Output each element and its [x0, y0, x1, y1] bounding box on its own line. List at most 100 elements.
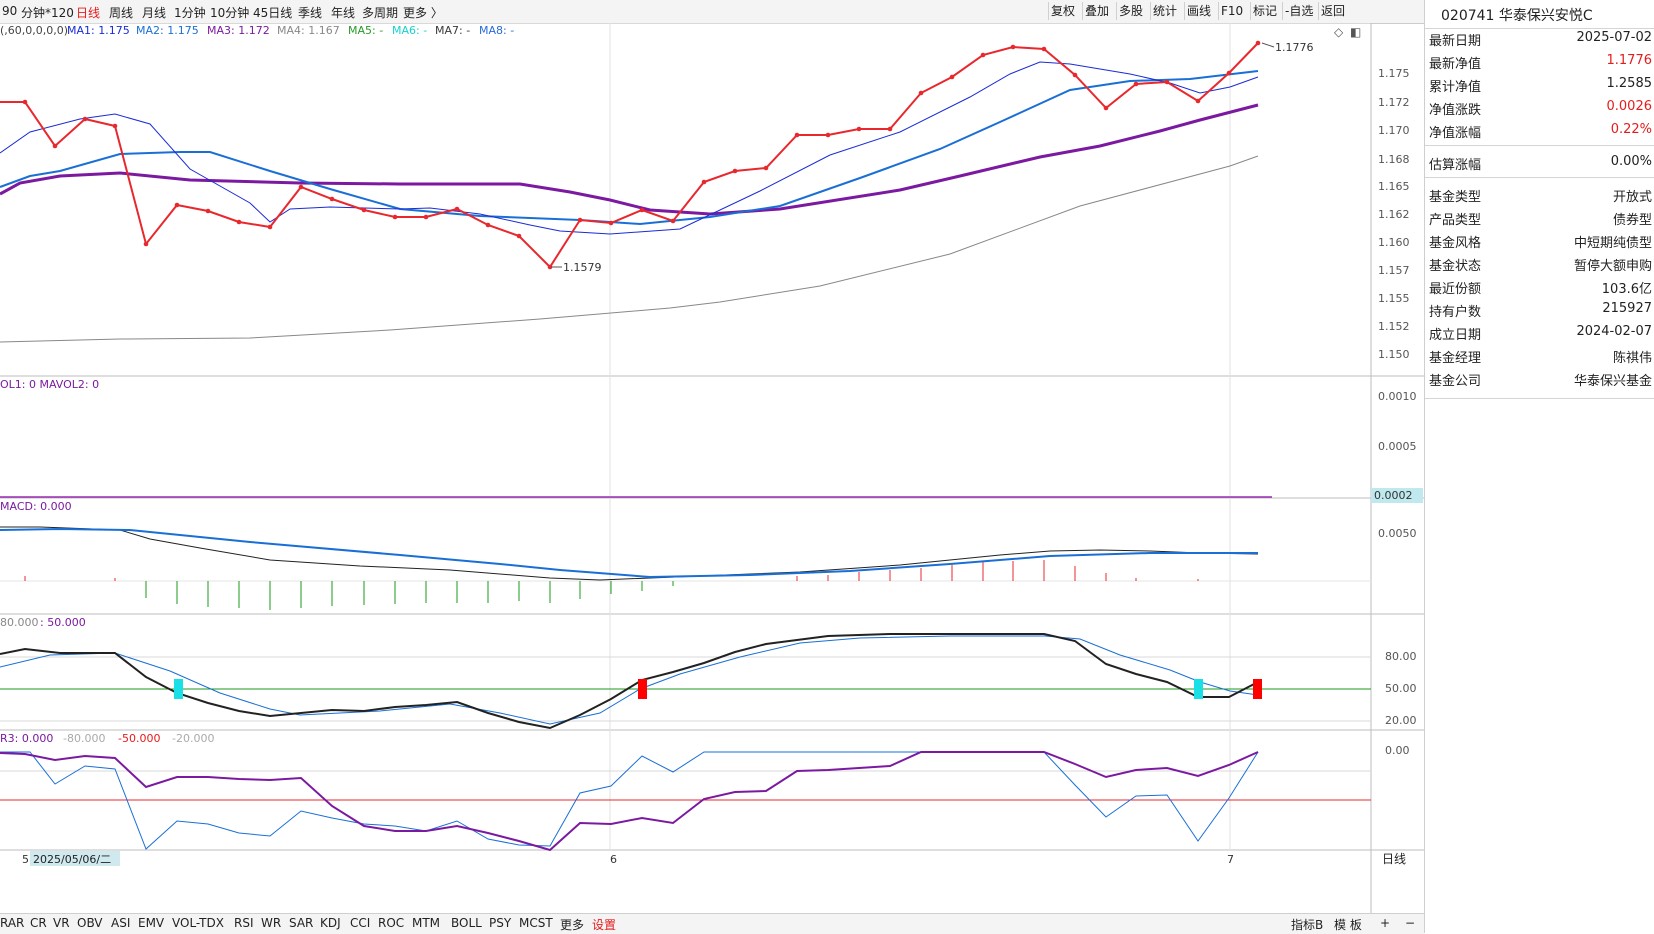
f10-button[interactable]: F10 — [1218, 2, 1245, 20]
vol-y-tick: 0.0005 — [1378, 440, 1417, 453]
period-yearly[interactable]: 年线 — [331, 6, 356, 20]
diamond-icon[interactable]: ◇ — [1334, 25, 1344, 39]
template-button[interactable]: 模 板 — [1334, 918, 1362, 932]
info-value: 103.6亿 — [1601, 282, 1652, 297]
legend-ma1: MA1: 1.175 — [67, 24, 130, 37]
tab-mcst[interactable]: MCST — [519, 916, 553, 930]
price-axis: 1.175 1.172 1.170 1.168 1.165 1.162 1.16… — [1378, 67, 1410, 361]
tab-asi[interactable]: ASI — [111, 916, 131, 930]
volume-panel: OL1: 0 MAVOL2: 0 0.0010 0.0005 0.0002 — [0, 378, 1423, 503]
period-45day[interactable]: 45日线 — [253, 6, 293, 20]
tab-mtm[interactable]: MTM — [412, 916, 441, 930]
ma4-line — [0, 155, 1259, 343]
tab-vr[interactable]: VR — [53, 916, 70, 930]
tab-cci[interactable]: CCI — [350, 916, 371, 930]
macd-y-tick: 0.0050 — [1378, 527, 1417, 540]
info-row-nav-change: 净值涨跌 0.0026 — [1425, 96, 1654, 118]
annotation-low: 1.1579 — [563, 261, 602, 274]
zoom-out-button[interactable]: − — [1405, 916, 1416, 930]
y-tick: 1.162 — [1378, 208, 1410, 221]
info-key: 累计净值 — [1429, 80, 1482, 95]
date-cursor-label: 2025/05/06/二 — [33, 853, 111, 866]
overlay-button[interactable]: 叠加 — [1082, 2, 1111, 20]
mark-button[interactable]: 标记 — [1250, 2, 1279, 20]
tab-boll[interactable]: BOLL — [451, 916, 482, 930]
period-monthly[interactable]: 月线 — [142, 6, 167, 20]
main-params: (,60,0,0,0,0) — [0, 24, 68, 37]
info-value: 1.2585 — [1606, 76, 1653, 91]
volume-legend: OL1: 0 MAVOL2: 0 — [0, 378, 99, 391]
macd-panel: MACD: 0.000 0.0050 — [0, 500, 1417, 610]
period-10min[interactable]: 10分钟 — [210, 6, 250, 20]
info-row-fund-style: 基金风格 中短期纯债型 — [1425, 229, 1654, 251]
info-key: 基金公司 — [1429, 374, 1482, 389]
tab-cr[interactable]: CR — [30, 916, 47, 930]
back-button[interactable]: 返回 — [1318, 2, 1347, 20]
info-row-latest-nav: 最新净值 1.1776 — [1425, 50, 1654, 72]
tab-settings[interactable]: 设置 — [592, 918, 617, 932]
period-label: 日线 — [1382, 852, 1406, 866]
info-row-holders: 持有户数 215927 — [1425, 298, 1654, 320]
info-value: 0.00% — [1610, 154, 1652, 169]
tab-more[interactable]: 更多 — [560, 918, 585, 932]
tab-psy[interactable]: PSY — [489, 916, 512, 930]
kdj-y-tick: 50.00 — [1385, 682, 1417, 695]
period-weekly[interactable]: 周线 — [109, 6, 134, 20]
legend-ma6: MA6: - — [392, 24, 427, 37]
period-90[interactable]: 90 — [2, 4, 18, 18]
wr-legend-a: R3: 0.000 — [0, 732, 53, 745]
draw-line-button[interactable]: 画线 — [1184, 2, 1213, 20]
period-1min[interactable]: 1分钟 — [174, 6, 206, 20]
chart-area: (,60,0,0,0,0) MA1: 1.175 MA2: 1.175 MA3:… — [0, 23, 1424, 913]
kdj-d-line — [0, 635, 1259, 725]
panel-toggle-icon[interactable]: ◧ — [1350, 25, 1361, 39]
kdj-y-tick: 20.00 — [1385, 714, 1417, 727]
indicator-tabs: RAR CR VR OBV ASI EMV VOL-TDX RSI WR SAR… — [0, 913, 1424, 934]
legend-ma5: MA5: - — [348, 24, 383, 37]
tab-rsi[interactable]: RSI — [234, 916, 254, 930]
info-value: 2024-02-07 — [1576, 324, 1652, 339]
info-row-latest-date: 最新日期 2025-07-02 — [1425, 27, 1654, 49]
period-more[interactable]: 更多 〉 — [403, 6, 443, 20]
divider — [1425, 28, 1654, 29]
kdj-cross-marker-cyan — [174, 679, 183, 699]
period-minute-120[interactable]: 分钟*120 — [21, 6, 74, 20]
y-tick: 1.175 — [1378, 67, 1410, 80]
info-key: 净值涨跌 — [1429, 103, 1482, 118]
fund-title: 020741 华泰保兴安悦C — [1441, 8, 1593, 24]
info-value: 华泰保兴基金 — [1573, 374, 1652, 389]
multi-stock-button[interactable]: 多股 — [1116, 2, 1145, 20]
statistics-button[interactable]: 统计 — [1150, 2, 1179, 20]
period-quarterly[interactable]: 季线 — [298, 6, 323, 20]
y-tick: 1.165 — [1378, 180, 1410, 193]
tab-kdj[interactable]: KDJ — [320, 916, 341, 930]
tab-roc[interactable]: ROC — [378, 916, 405, 930]
kdj-y-tick: 80.00 — [1385, 650, 1417, 663]
restore-rights-button[interactable]: 复权 — [1048, 2, 1077, 20]
info-value: 0.22% — [1610, 122, 1652, 137]
kdj-legend-b: : 50.000 — [40, 616, 86, 629]
kdj-cross-marker-red — [1253, 679, 1262, 699]
period-multi[interactable]: 多周期 — [362, 6, 399, 20]
tab-emv[interactable]: EMV — [138, 916, 165, 930]
panel-separators — [0, 23, 1424, 913]
wr-slow-line — [0, 751, 1259, 852]
info-key: 持有户数 — [1429, 305, 1482, 320]
tab-rar[interactable]: RAR — [0, 916, 25, 930]
zoom-in-button[interactable]: + — [1380, 916, 1391, 930]
tab-vol-tdx[interactable]: VOL-TDX — [172, 916, 224, 930]
info-key: 成立日期 — [1429, 328, 1482, 343]
info-key: 估算涨幅 — [1429, 158, 1482, 173]
info-row-fund-type: 基金类型 开放式 — [1425, 183, 1654, 205]
info-value: 2025-07-02 — [1576, 30, 1652, 45]
macd-legend: MACD: 0.000 — [0, 500, 72, 513]
indicator-b-button[interactable]: 指标B — [1291, 918, 1324, 932]
tab-wr[interactable]: WR — [261, 916, 282, 930]
watchlist-button[interactable]: -自选 — [1282, 2, 1315, 20]
info-key: 产品类型 — [1429, 213, 1482, 228]
period-daily[interactable]: 日线 — [76, 6, 101, 20]
price-panel: (,60,0,0,0,0) MA1: 1.175 MA2: 1.175 MA3:… — [0, 24, 1410, 361]
tab-obv[interactable]: OBV — [77, 916, 103, 930]
tab-sar[interactable]: SAR — [289, 916, 314, 930]
wr-legend-c: -50.000 — [118, 732, 160, 745]
